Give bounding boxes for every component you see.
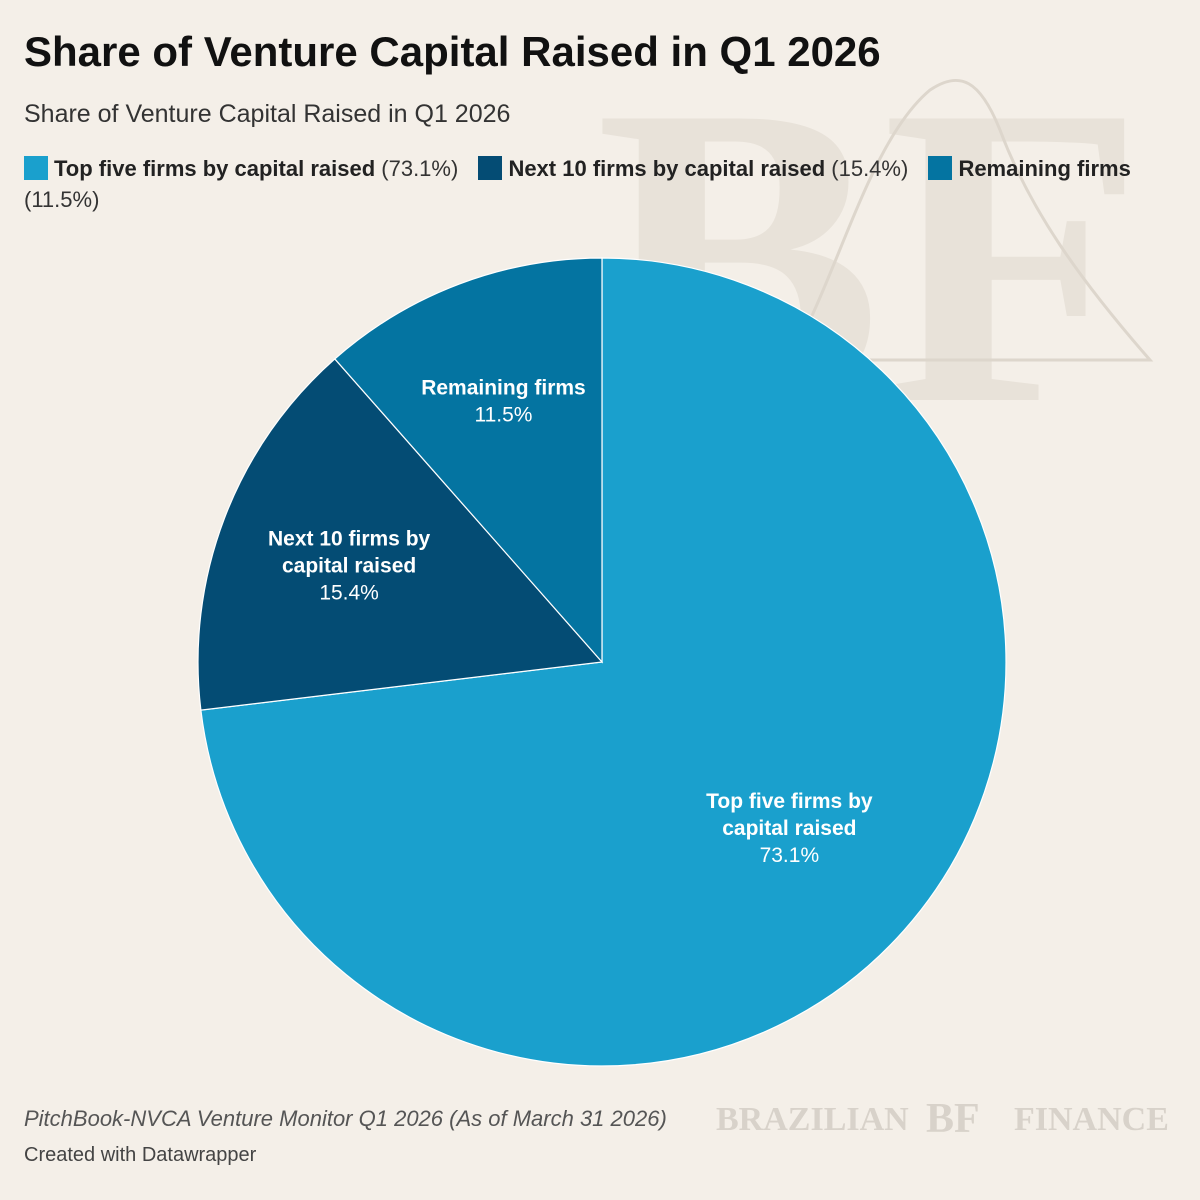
legend-swatch-next-ten [478,156,503,180]
legend-value-next-ten: (15.4%) [831,156,909,181]
slice-label-next-ten-name-line: capital raised [282,555,416,578]
chart-subtitle: Share of Venture Capital Raised in Q1 20… [24,100,511,128]
legend-swatch-top-five [24,156,48,180]
pie-slice-next-ten [197,358,604,711]
legend-label-remaining: Remaining firms [958,156,1131,181]
slice-label-top-five-value: 73.1% [760,844,820,867]
legend: Top five firms by capital raised (73.1%)… [24,153,1174,215]
brand-monogram: BF [926,1096,980,1142]
legend-item-next-ten: Next 10 firms by capital raised (15.4%) [478,156,914,181]
slice-label-remaining-name-line: Remaining firms [421,377,586,400]
legend-label-top-five: Top five firms by capital raised [54,156,376,181]
slice-label-next-ten: Next 10 firms by capital raised 15.4% [268,528,431,605]
legend-item-top-five: Top five firms by capital raised (73.1%) [24,156,464,181]
slice-label-remaining: Remaining firms 11.5% [421,377,586,427]
legend-swatch-remaining [928,156,953,180]
credit-note: Created with Datawrapper [24,1144,257,1166]
chart-title: Share of Venture Capital Raised in Q1 20… [24,28,881,75]
slice-label-top-five-name-line: capital raised [722,817,856,840]
source-note: PitchBook-NVCA Venture Monitor Q1 2026 (… [24,1106,667,1131]
slice-label-remaining-value: 11.5% [474,404,532,427]
slice-label-next-ten-value: 15.4% [319,582,379,605]
legend-value-remaining: (11.5%) [24,187,100,212]
slice-label-top-five: Top five firms by capital raised 73.1% [706,790,873,867]
legend-value-top-five: (73.1%) [381,156,459,181]
brand-logo: BRAZILIAN BF FINANCE [716,1096,1168,1142]
legend-label-next-ten: Next 10 firms by capital raised [508,156,826,181]
pie-slice-remaining [333,257,603,664]
brand-right-word: FINANCE [1014,1101,1168,1138]
slice-label-next-ten-name-line: Next 10 firms by [268,528,431,551]
slice-label-top-five-name-line: Top five firms by [706,790,873,813]
brand-left-word: BRAZILIAN [716,1101,909,1138]
pie-chart: Top five firms by capital raised 73.1% Next… [190,250,1020,1080]
pie-chart-svg: Top five firms by capital raised 73.1% Next… [197,257,1007,1067]
